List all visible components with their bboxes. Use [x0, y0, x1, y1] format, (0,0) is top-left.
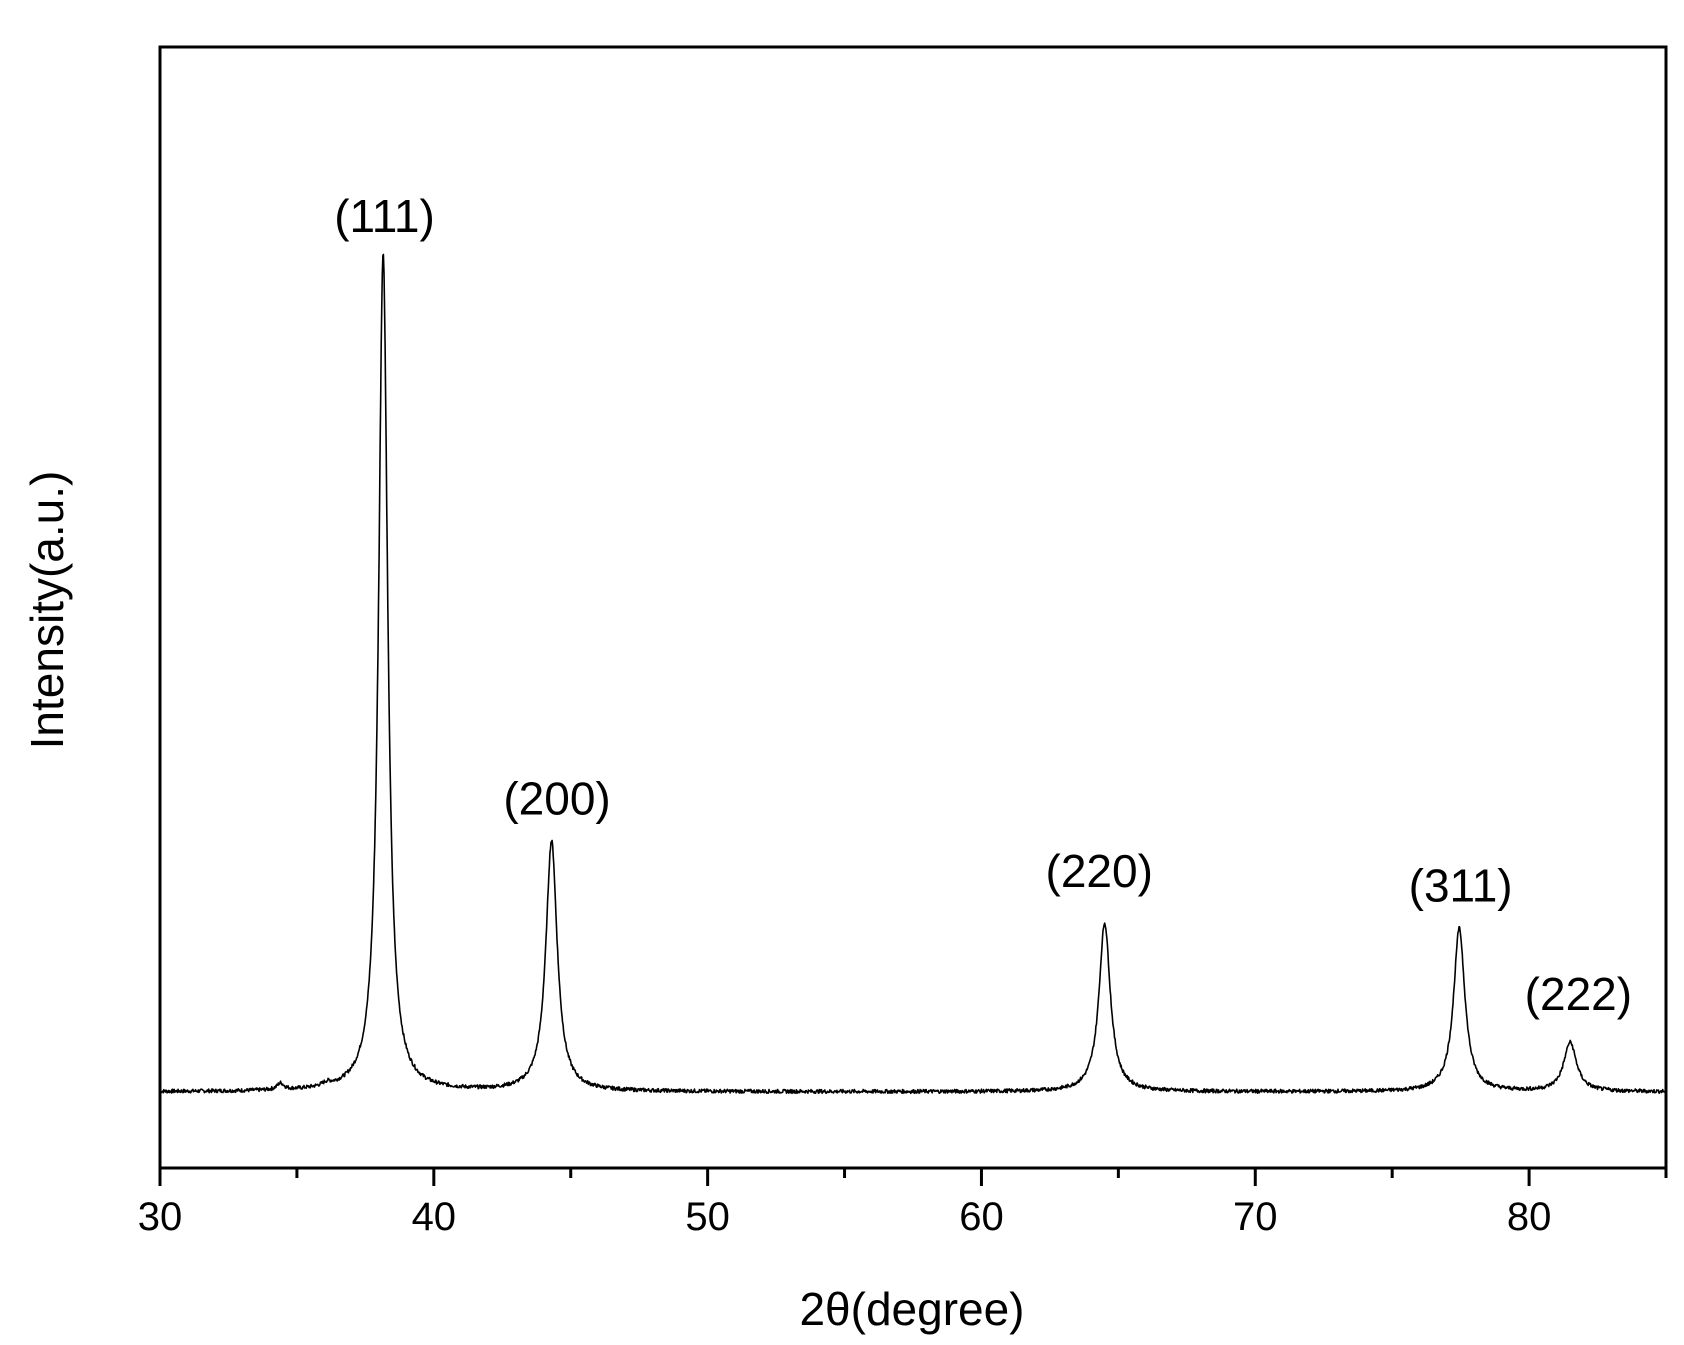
x-tick-label: 80 — [1507, 1195, 1552, 1239]
x-tick-label: 60 — [959, 1195, 1004, 1239]
peak-label: (200) — [503, 772, 610, 824]
labels-layer: 30 40 50 60 70 80 — [138, 1195, 1552, 1239]
y-axis-title: Intensity(a.u.) — [21, 471, 73, 750]
peak-label: (222) — [1525, 968, 1632, 1020]
peak-label: (111) — [334, 190, 435, 242]
x-tick-label: 70 — [1233, 1195, 1278, 1239]
x-tick-label: 40 — [412, 1195, 457, 1239]
ticks-layer — [158, 1168, 1668, 1186]
x-tick-label: 50 — [685, 1195, 730, 1239]
series-layer — [159, 253, 1667, 1095]
annotations-layer: (111) (200) (220) (311) (222) — [334, 190, 1632, 1020]
peak-label: (220) — [1046, 845, 1153, 897]
x-tick-label: 30 — [138, 1195, 183, 1239]
plot-frame — [158, 45, 1668, 1170]
x-axis-title: 2θ(degree) — [799, 1283, 1024, 1335]
series-line — [159, 253, 1667, 1095]
peak-label: (311) — [1409, 859, 1513, 911]
